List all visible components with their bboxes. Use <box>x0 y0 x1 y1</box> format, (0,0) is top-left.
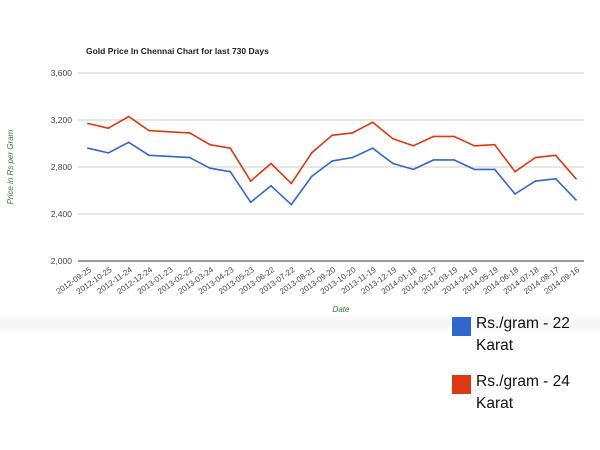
data-point-22-karat <box>371 147 374 150</box>
data-point-22-karat <box>188 156 191 159</box>
data-point-22-karat <box>310 175 313 178</box>
data-point-22-karat <box>331 160 333 163</box>
data-point-22-karat <box>229 170 232 173</box>
data-point-24-karat <box>229 147 232 150</box>
data-point-22-karat <box>493 168 496 171</box>
data-point-22-karat <box>473 168 476 171</box>
series-line-22-karat <box>87 141 577 206</box>
y-tick-label: 2,800 <box>51 162 73 172</box>
data-point-24-karat <box>493 143 496 146</box>
y-tick-label: 2,400 <box>51 209 73 219</box>
data-point-24-karat <box>290 182 293 185</box>
data-point-24-karat <box>148 129 150 132</box>
data-point-24-karat <box>473 144 476 147</box>
data-point-24-karat <box>371 121 374 124</box>
data-point-24-karat <box>392 137 394 140</box>
data-point-22-karat <box>575 199 577 201</box>
y-tick-label: 2,000 <box>51 256 73 266</box>
data-point-24-karat <box>575 177 577 180</box>
data-point-24-karat <box>209 143 211 146</box>
data-point-22-karat <box>168 155 171 158</box>
data-point-22-karat <box>432 159 435 161</box>
data-point-24-karat <box>87 122 89 125</box>
data-point-24-karat <box>249 180 252 183</box>
x-axis-title: Date <box>333 305 350 314</box>
legend-label-24-karat: Rs./gram - 24 Karat <box>476 373 570 412</box>
data-point-22-karat <box>249 201 252 204</box>
legend-label-22-karat: Rs./gram - 22 Karat <box>476 315 570 354</box>
data-point-22-karat <box>107 152 110 154</box>
data-point-22-karat <box>412 168 415 171</box>
data-point-24-karat <box>127 115 130 118</box>
data-point-24-karat <box>412 144 415 147</box>
data-point-24-karat <box>554 154 557 157</box>
data-point-24-karat <box>107 127 110 130</box>
data-point-24-karat <box>534 156 537 159</box>
data-point-24-karat <box>432 135 435 138</box>
divider-band <box>0 314 600 334</box>
legend-swatch-24-karat <box>452 375 471 394</box>
data-point-24-karat <box>188 132 191 134</box>
data-point-22-karat <box>87 147 89 150</box>
data-point-22-karat <box>351 156 354 159</box>
y-axis-title: Price in Rs per Gram <box>6 129 15 204</box>
data-point-22-karat <box>290 203 293 206</box>
legend-swatch-22-karat <box>452 317 471 336</box>
legend-item-24-karat[interactable]: Rs./gram - 24 Karat <box>452 370 600 428</box>
data-point-24-karat <box>514 170 516 173</box>
y-tick-label: 3,600 <box>51 68 73 78</box>
data-point-24-karat <box>351 132 354 134</box>
legend-item-22-karat[interactable]: Rs./gram - 22 Karat <box>452 312 600 370</box>
data-point-22-karat <box>392 162 394 165</box>
series-line-24-karat <box>87 115 577 185</box>
data-point-22-karat <box>270 184 272 187</box>
chart-title: Gold Price In Chennai Chart for last 730… <box>86 46 269 56</box>
data-point-24-karat <box>453 135 455 138</box>
data-point-22-karat <box>534 180 537 183</box>
data-point-22-karat <box>554 177 557 180</box>
data-point-24-karat <box>310 152 313 154</box>
data-point-24-karat <box>270 162 272 165</box>
data-point-24-karat <box>168 130 171 133</box>
data-point-24-karat <box>331 134 333 137</box>
y-tick-label: 3,200 <box>51 115 73 125</box>
data-point-22-karat <box>148 154 150 157</box>
data-point-22-karat <box>514 193 516 195</box>
data-point-22-karat <box>127 141 130 144</box>
data-point-22-karat <box>453 159 455 161</box>
legend: Rs./gram - 22 Karat Rs./gram - 24 Karat <box>452 312 600 428</box>
data-point-22-karat <box>209 167 211 170</box>
